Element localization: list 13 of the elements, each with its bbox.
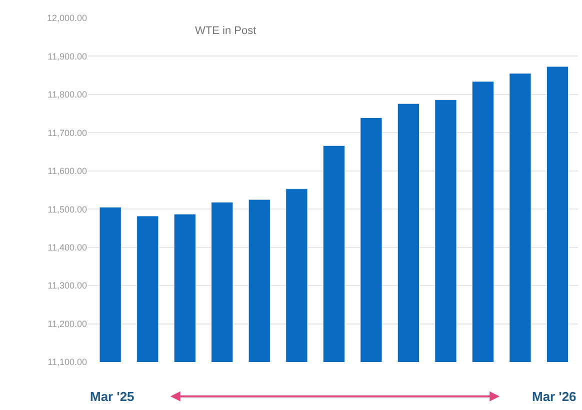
y-tick-label: 11,100.00 — [48, 357, 87, 368]
y-tick-label: 11,300.00 — [48, 280, 87, 291]
text: WTE in Post — [195, 25, 256, 37]
y-tick-label: 11,400.00 — [48, 242, 87, 252]
text: Mar '25 — [90, 389, 134, 404]
y-tick-label: 11,800.00 — [48, 90, 87, 100]
y-tick-label: 11,900.00 — [48, 51, 87, 62]
y-tick-label: 11,600.00 — [48, 166, 87, 176]
y-tick-label: 11,500.00 — [48, 204, 87, 214]
y-tick-label: 11,700.00 — [48, 128, 87, 138]
y-tick-label: 11,200.00 — [48, 318, 87, 329]
y-tick-label: 12,000.00 — [46, 13, 87, 24]
text: Mar '26 — [532, 389, 576, 404]
